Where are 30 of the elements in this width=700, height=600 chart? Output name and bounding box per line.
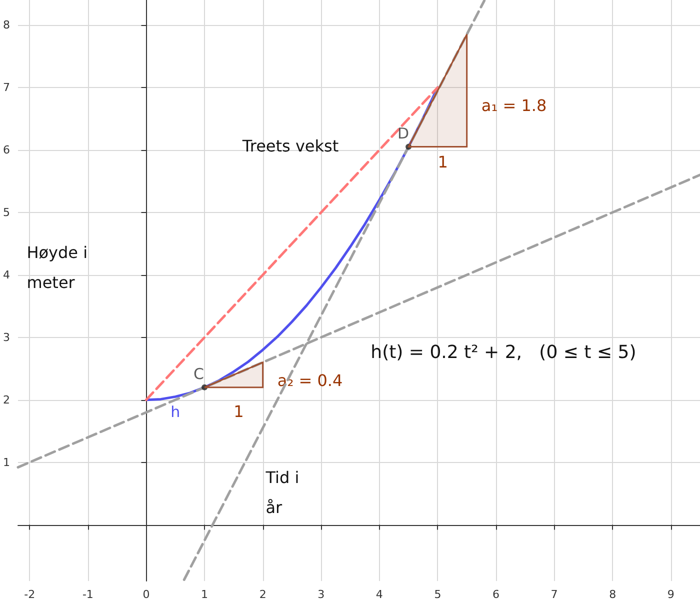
x-axis-title: Tid i år [264,468,300,517]
y-tick-label: 1 [3,456,10,469]
x-tick-label: 0 [142,588,150,600]
y-tick-label: 2 [3,393,10,406]
x-tick-label: 2 [259,588,266,600]
annotation: h(t) = 0.2 t² + 2, (0 ≤ t ≤ 5) [370,342,636,363]
x-tick-label: 3 [318,588,325,600]
x-tick-label: -1 [82,588,94,600]
series-label: h [170,403,180,422]
y-tick-label: 8 [3,18,10,32]
y-tick-label: 7 [3,80,10,94]
annotation: a₁ = 1.8 [481,96,547,116]
x-tick-label: 6 [492,588,500,600]
x-tick-label: 4 [376,588,383,600]
y-axis-title: Høyde i meter [26,242,88,292]
annotation: 1 [438,152,448,172]
x-tick-label: 7 [550,588,558,600]
x-tick-label: 9 [667,588,674,600]
series-label: C [194,364,204,383]
series-label: D [398,124,410,142]
annotation: 1 [234,402,244,422]
x-tick-label: -2 [24,588,36,600]
x-tick-label: 8 [609,588,616,600]
y-tick-label: 3 [3,330,10,344]
y-tick-label: 5 [3,206,10,219]
text: Treets vekst [241,136,339,156]
y-tick-label: 4 [3,268,10,282]
y-tick-label: 6 [3,143,10,156]
x-tick-label: 1 [201,588,208,600]
x-tick-label: 5 [434,588,442,600]
